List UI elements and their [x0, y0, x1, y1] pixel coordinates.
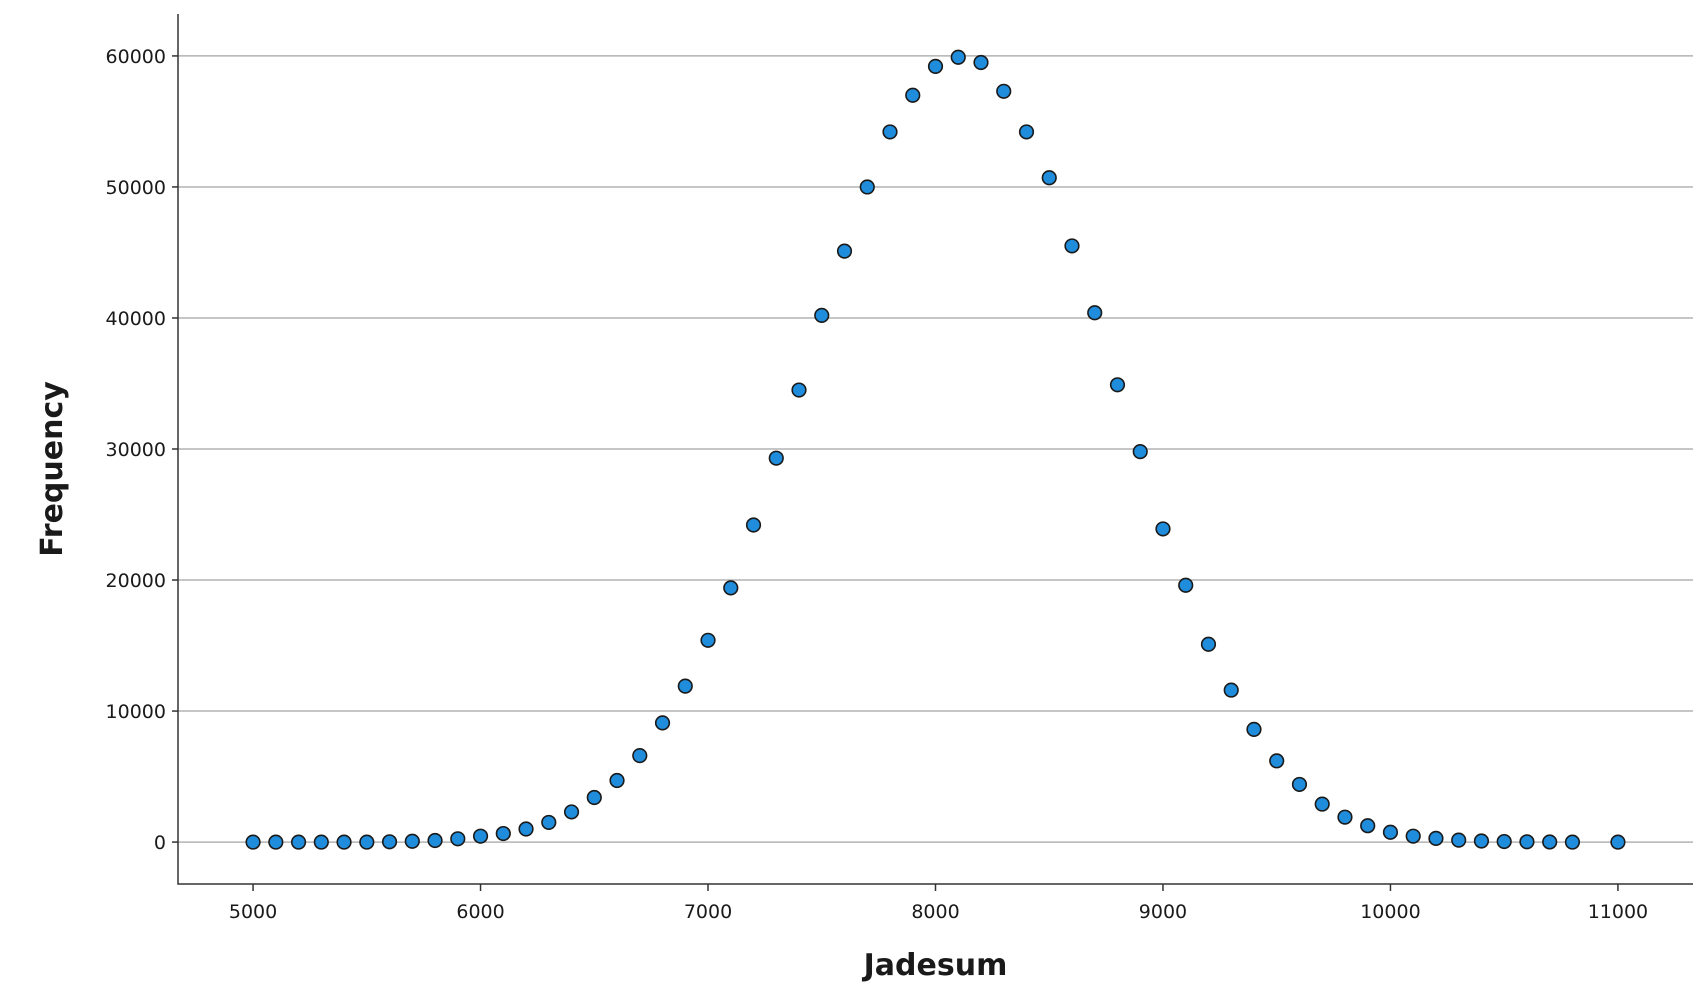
data-point	[677, 678, 693, 694]
data-point	[1382, 824, 1399, 840]
y-tick-label: 20000	[106, 570, 166, 592]
data-point	[381, 834, 398, 850]
data-point	[1451, 832, 1467, 848]
data-point	[404, 833, 420, 849]
data-point	[1360, 818, 1376, 834]
data-point	[1473, 833, 1490, 849]
x-tick-label: 7000	[684, 901, 732, 923]
data-point	[1064, 238, 1080, 254]
data-points	[245, 49, 1626, 850]
data-point	[814, 307, 830, 323]
x-axis-title: Jadesum	[862, 948, 1008, 983]
data-point	[1269, 753, 1285, 769]
data-point	[905, 87, 921, 103]
data-point	[1314, 796, 1330, 812]
data-point	[268, 834, 284, 850]
data-point	[245, 834, 261, 850]
x-tick-label: 8000	[911, 901, 959, 923]
x-tick-label: 9000	[1139, 901, 1187, 923]
y-axis-title: Frequency	[35, 381, 70, 557]
data-point	[359, 834, 375, 850]
data-point	[1087, 305, 1103, 321]
data-point	[927, 58, 944, 75]
data-point	[472, 828, 489, 844]
y-tick-label: 10000	[106, 701, 166, 723]
data-point	[700, 632, 716, 648]
y-tick-label: 0	[154, 832, 166, 854]
data-point	[1200, 636, 1217, 652]
data-point	[1109, 377, 1126, 393]
x-tick-label: 11000	[1588, 901, 1648, 923]
data-point	[836, 243, 853, 259]
axes: 0 10000 20000 30000 40000 50000 60000 5000 6000 7…	[106, 14, 1693, 923]
data-point	[723, 580, 739, 596]
data-point	[1223, 682, 1239, 698]
data-point	[427, 832, 443, 849]
x-tick-label: 6000	[456, 901, 504, 923]
data-point	[1496, 833, 1512, 850]
data-point	[541, 814, 557, 831]
data-point	[495, 825, 511, 842]
data-point	[336, 834, 352, 850]
data-point	[1519, 834, 1535, 850]
data-point	[586, 789, 602, 806]
data-point	[1337, 809, 1353, 825]
data-point	[1542, 834, 1558, 850]
data-point	[632, 747, 648, 764]
data-point	[882, 124, 898, 140]
axis-labels: Jadesum Frequency	[35, 381, 1007, 983]
data-point	[973, 54, 989, 71]
data-point	[1405, 828, 1421, 844]
data-point	[1155, 521, 1171, 537]
data-point	[768, 450, 784, 466]
data-point	[1018, 124, 1035, 140]
y-tick-label: 60000	[106, 46, 166, 68]
y-tick-label: 40000	[106, 308, 166, 330]
data-point	[450, 831, 466, 847]
data-point	[1291, 776, 1308, 793]
data-point	[290, 834, 307, 850]
data-point	[745, 517, 762, 533]
data-point	[609, 772, 625, 789]
y-tick-label: 30000	[106, 439, 166, 461]
data-point	[996, 83, 1012, 99]
data-point	[313, 834, 329, 850]
data-point	[1428, 830, 1444, 847]
data-point	[1564, 834, 1581, 850]
data-point	[654, 715, 671, 731]
data-point	[1041, 170, 1057, 186]
x-tick-label: 10000	[1360, 901, 1420, 923]
data-point	[791, 382, 807, 398]
x-tick-label: 5000	[229, 901, 277, 923]
data-point	[1132, 444, 1148, 460]
axis-frame	[177, 14, 1693, 885]
y-tick-label: 50000	[106, 177, 166, 199]
data-point	[563, 804, 580, 820]
gridlines	[178, 55, 1693, 843]
data-point	[518, 821, 534, 837]
data-point	[1610, 834, 1626, 850]
data-point	[1246, 721, 1262, 737]
data-point	[1178, 577, 1194, 593]
data-point	[950, 49, 966, 65]
data-point	[859, 179, 875, 195]
